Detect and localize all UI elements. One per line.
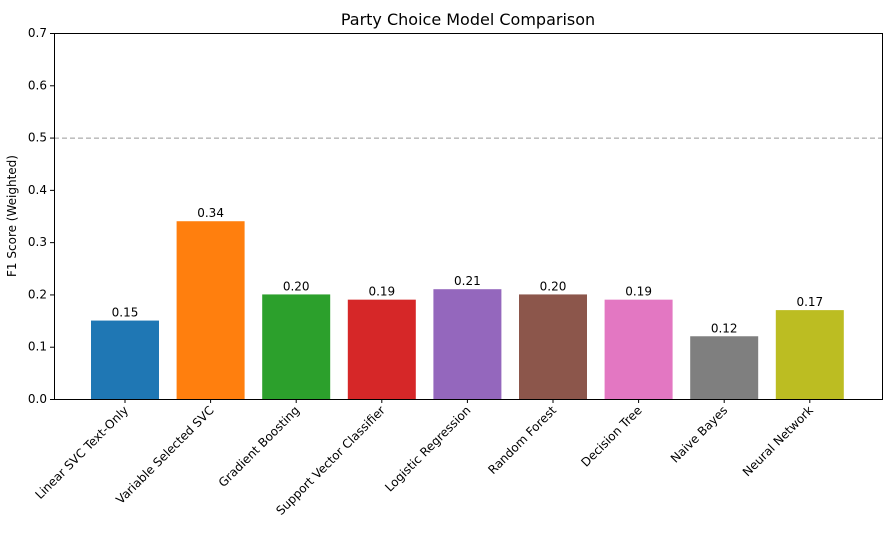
plot-frame [54,33,883,400]
x-tick-label: Decision Tree [578,403,644,469]
x-tick-label: Random Forest [485,403,559,477]
y-tick-label: 0.3 [28,235,47,249]
y-tick-label: 0.0 [28,392,47,406]
y-tick-label: 0.6 [28,78,47,92]
x-tick-label: Variable Selected SVC [113,403,217,507]
data-labels-layer: 0.15 0.34 0.20 0.19 0.21 0.20 0.19 0.12 0.17 [112,206,824,335]
bars-layer [91,221,844,399]
bar [91,320,159,399]
data-label: 0.19 [368,285,395,299]
bar [775,310,844,399]
data-label: 0.15 [112,306,139,320]
bar [519,294,587,399]
y-tick-label: 0.2 [28,287,47,301]
y-tick-label: 0.7 [28,26,47,40]
data-label: 0.12 [711,321,738,335]
y-tick-label: 0.4 [28,183,47,197]
y-tick-label: 0.1 [28,340,47,354]
data-label: 0.21 [454,274,481,288]
x-tick-label: Naive Bayes [668,403,730,465]
x-tick-label: Gradient Boosting [216,403,303,490]
bar [262,294,331,399]
chart-title: Party Choice Model Comparison [341,10,595,29]
y-axis-ticks: 0.0 0.1 0.2 0.3 0.4 0.5 0.6 0.7 [28,26,54,406]
data-label: 0.34 [197,206,224,220]
data-label: 0.19 [625,285,652,299]
bar [176,221,245,399]
bar [347,299,416,399]
data-label: 0.20 [283,279,310,293]
bar [433,289,502,399]
data-label: 0.20 [540,279,567,293]
y-axis-label: F1 Score (Weighted) [5,155,19,277]
x-tick-label: Neural Network [740,403,816,479]
x-tick-label: Logistic Regression [382,403,473,494]
x-tick-label: Linear SVC Text-Only [32,403,131,502]
bar [690,336,759,399]
data-label: 0.17 [796,295,823,309]
y-tick-label: 0.5 [28,131,47,145]
bar [604,299,673,399]
